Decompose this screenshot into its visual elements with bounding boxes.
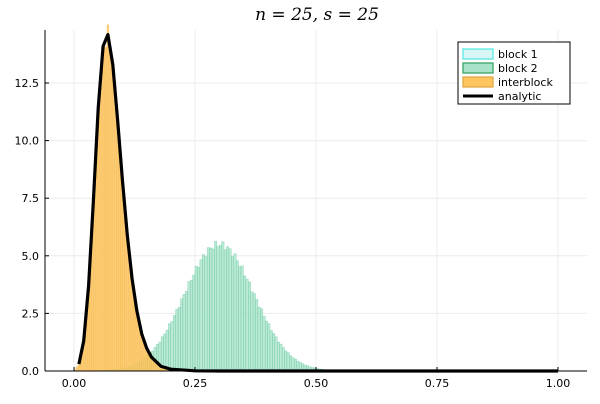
histogram-bar-block-2 bbox=[280, 344, 282, 371]
histogram-bar-block-2 bbox=[222, 242, 224, 371]
histogram-bar-interblock bbox=[107, 25, 109, 371]
histogram-bar-interblock bbox=[120, 174, 122, 371]
legend-label: block 1 bbox=[498, 48, 538, 61]
histogram-bar-block-2 bbox=[285, 351, 287, 371]
y-tick-label: 10.0 bbox=[15, 135, 40, 148]
histogram-bar-interblock bbox=[78, 364, 80, 371]
histogram-bar-block-2 bbox=[270, 330, 272, 371]
histogram-bar-block-2 bbox=[289, 356, 291, 371]
histogram-bar-block-2 bbox=[282, 348, 284, 371]
x-tick-label: 0.00 bbox=[62, 377, 87, 390]
histogram-bar-interblock bbox=[103, 43, 105, 371]
histogram-bar-block-2 bbox=[197, 267, 199, 371]
histogram-bar-block-2 bbox=[256, 299, 258, 371]
histogram-bar-interblock bbox=[99, 92, 101, 371]
x-tick-label: 0.75 bbox=[425, 377, 450, 390]
histogram-bar-block-2 bbox=[202, 255, 204, 371]
histogram-bar-interblock bbox=[117, 117, 119, 371]
chart-title: n = 25, s = 25 bbox=[255, 5, 379, 25]
histogram-bar-block-2 bbox=[246, 279, 248, 371]
legend-swatch-block-2 bbox=[463, 63, 493, 73]
y-tick-label: 2.5 bbox=[22, 307, 40, 320]
histogram-bar-block-2 bbox=[193, 275, 195, 371]
legend-label: interblock bbox=[498, 76, 553, 89]
legend-label: analytic bbox=[498, 90, 541, 103]
histogram-bar-block-2 bbox=[178, 307, 180, 371]
histogram-bar-block-2 bbox=[294, 359, 296, 371]
histogram-bar-block-2 bbox=[272, 333, 274, 371]
legend-label: block 2 bbox=[498, 62, 538, 75]
histogram-bar-interblock bbox=[76, 367, 78, 371]
histogram-bar-block-2 bbox=[224, 250, 226, 371]
histogram-bar-block-2 bbox=[248, 282, 250, 371]
histogram-bar-block-2 bbox=[219, 245, 221, 371]
histogram-bar-block-2 bbox=[277, 342, 279, 371]
histogram-bar-block-2 bbox=[168, 324, 170, 371]
legend-swatch-block-1 bbox=[463, 49, 493, 59]
histogram-bar-block-2 bbox=[253, 293, 255, 371]
histogram-bar-interblock bbox=[119, 141, 121, 371]
histogram-bar-block-2 bbox=[195, 266, 197, 371]
histogram-bar-block-2 bbox=[292, 358, 294, 371]
histogram-bar-block-2 bbox=[183, 294, 185, 371]
histogram-bar-block-2 bbox=[260, 309, 262, 371]
histogram-bar-interblock bbox=[113, 68, 115, 371]
y-tick-label: 5.0 bbox=[22, 250, 40, 263]
y-tick-label: 12.5 bbox=[15, 77, 40, 90]
histogram-bar-block-2 bbox=[243, 276, 245, 371]
histogram-bar-block-2 bbox=[212, 249, 214, 371]
histogram-bar-interblock bbox=[105, 47, 107, 371]
x-tick-label: 0.25 bbox=[183, 377, 208, 390]
histogram-bar-block-2 bbox=[236, 261, 238, 371]
histogram-bar-block-2 bbox=[205, 257, 207, 371]
histogram-bar-block-2 bbox=[190, 280, 192, 371]
histogram-bar-block-2 bbox=[287, 353, 289, 371]
histogram-bar-block-2 bbox=[217, 247, 219, 371]
histogram-bar-block-2 bbox=[181, 299, 183, 371]
histogram-bar-block-2 bbox=[200, 260, 202, 371]
histogram-bar-block-2 bbox=[226, 247, 228, 371]
histogram-bar-block-2 bbox=[188, 282, 190, 371]
histogram-bar-block-2 bbox=[214, 241, 216, 371]
y-tick-label: 0.0 bbox=[22, 365, 40, 378]
histogram-bar-block-2 bbox=[176, 309, 178, 371]
histogram-bar-block-2 bbox=[275, 337, 277, 371]
histogram-bar-block-2 bbox=[171, 322, 173, 371]
histogram-bar-block-2 bbox=[207, 248, 209, 371]
histogram-bar-block-2 bbox=[265, 321, 267, 371]
histogram-bar-block-2 bbox=[268, 324, 270, 371]
x-tick-label: 0.50 bbox=[304, 377, 329, 390]
histogram-bar-block-2 bbox=[173, 315, 175, 371]
histogram-bar-block-2 bbox=[263, 316, 265, 371]
histogram-bar-block-2 bbox=[210, 248, 212, 371]
histogram-bar-interblock bbox=[115, 105, 117, 371]
histogram-bar-block-2 bbox=[258, 307, 260, 371]
histogram-bar-block-2 bbox=[229, 249, 231, 371]
legend-swatch-interblock bbox=[463, 77, 493, 87]
histogram-bar-block-2 bbox=[251, 292, 253, 371]
histogram-bar-interblock bbox=[101, 52, 103, 371]
histogram-bar-interblock bbox=[109, 52, 111, 371]
x-tick-label: 1.00 bbox=[546, 377, 571, 390]
histogram-bar-block-2 bbox=[231, 257, 233, 371]
histogram-bar-block-2 bbox=[166, 330, 168, 371]
histogram-bar-block-2 bbox=[239, 267, 241, 371]
histogram-bar-block-2 bbox=[164, 334, 166, 371]
histogram-bar-block-2 bbox=[185, 291, 187, 371]
histogram-bar-interblock bbox=[126, 238, 128, 371]
histogram-bar-interblock bbox=[111, 61, 113, 371]
histogram-bar-block-2 bbox=[241, 266, 243, 371]
histogram-bar-block-2 bbox=[234, 254, 236, 371]
y-tick-label: 7.5 bbox=[22, 192, 40, 205]
